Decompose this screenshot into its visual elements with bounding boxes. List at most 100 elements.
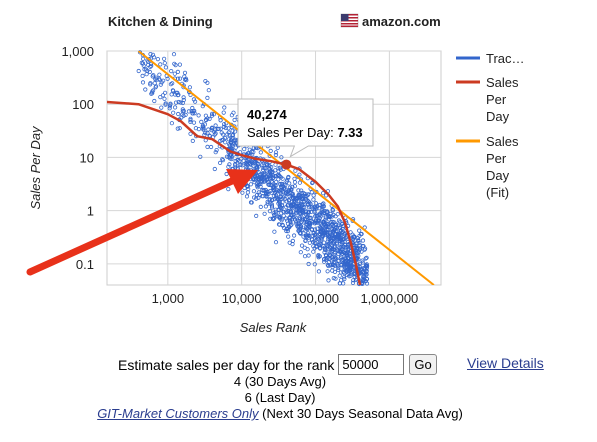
scatter-point [268, 216, 273, 221]
scatter-point [338, 237, 343, 242]
scatter-point [220, 157, 225, 162]
scatter-point [227, 162, 232, 167]
scatter-point [260, 171, 265, 177]
scatter-point [226, 126, 231, 131]
highlighted-point [281, 159, 292, 170]
scatter-point [321, 259, 327, 264]
scatter-point [331, 275, 336, 281]
scatter-point [290, 184, 295, 189]
marketplace-label: amazon.com [362, 14, 441, 29]
scatter-point [261, 187, 266, 193]
scatter-point [364, 263, 370, 269]
scatter-point [271, 193, 276, 198]
scatter-point [364, 281, 370, 286]
view-details-link[interactable]: View Details [467, 355, 544, 371]
rank-input[interactable] [338, 354, 405, 375]
scatter-point [357, 228, 362, 233]
scatter-point [252, 177, 257, 182]
seasonal-line: GIT-Market Customers Only (Next 30 Days … [0, 406, 560, 421]
scatter-point [337, 231, 342, 236]
scatter-point [307, 240, 312, 245]
scatter-point [312, 246, 317, 251]
scatter-point [322, 210, 327, 215]
scatter-point [298, 230, 303, 235]
scatter-point [264, 177, 270, 182]
scatter-point [271, 185, 276, 190]
scatter-point [316, 255, 321, 260]
scatter-point [150, 74, 155, 79]
scatter-point [282, 181, 287, 186]
scatter-point [310, 180, 315, 186]
scatter-point [220, 158, 226, 163]
scatter-point [140, 73, 145, 79]
scatter-point [342, 267, 347, 272]
scatter-point [292, 217, 297, 222]
x-axis-title: Sales Rank [240, 320, 308, 335]
scatter-point [176, 111, 181, 117]
scatter-point [287, 215, 293, 221]
scatter-point [226, 130, 231, 135]
scatter-point [316, 218, 321, 223]
scatter-point [347, 253, 352, 258]
scatter-point [244, 194, 250, 199]
scatter-point [322, 208, 327, 214]
scatter-point [261, 165, 266, 171]
scatter-point [299, 219, 304, 224]
scatter-point [297, 180, 302, 185]
scatter-point [348, 265, 353, 271]
scatter-point [241, 158, 246, 163]
scatter-point [338, 278, 344, 283]
scatter-point [302, 254, 308, 259]
scatter-point [350, 280, 356, 285]
scatter-point [345, 251, 350, 256]
scatter-point [226, 164, 231, 169]
scatter-point [299, 188, 304, 193]
scatter-point [173, 62, 178, 68]
git-market-link[interactable]: GIT-Market Customers Only [97, 406, 259, 421]
scatter-point [285, 190, 290, 195]
scatter-point [278, 194, 283, 199]
scatter-point [335, 247, 340, 252]
scatter-point [332, 245, 337, 250]
scatter-point [291, 233, 297, 238]
scatter-point [339, 242, 344, 247]
scatter-point [338, 250, 344, 255]
scatter-point [321, 201, 326, 206]
scatter-point [351, 237, 356, 242]
scatter-point [258, 204, 263, 209]
scatter-point [325, 221, 330, 226]
scatter-point [331, 224, 336, 229]
legend-sales: Sales Per Day [486, 75, 519, 124]
x-tick-label: 1,000 [152, 291, 185, 306]
tooltip-value: 7.33 [337, 125, 362, 140]
scatter-point [351, 278, 356, 283]
scatter-point [154, 75, 159, 80]
go-button[interactable]: Go [409, 354, 437, 375]
scatter-point [357, 264, 362, 269]
chart-grid [106, 50, 442, 286]
scatter-point [280, 203, 285, 208]
scatter-point [172, 71, 177, 76]
scatter-point [339, 262, 344, 268]
scatter-point [311, 197, 316, 202]
scatter-point [327, 253, 333, 258]
scatter-point [328, 230, 333, 235]
scatter-point [286, 203, 291, 208]
scatter-point [330, 248, 335, 253]
scatter-point [360, 258, 365, 263]
scatter-point [162, 60, 167, 66]
scatter-point [256, 164, 261, 169]
scatter-point [312, 262, 317, 267]
scatter-point [152, 98, 157, 104]
scatter-point [163, 90, 168, 95]
scatter-point [361, 265, 367, 271]
scatter-point [319, 205, 324, 210]
scatter-point [160, 93, 166, 98]
scatter-point [329, 220, 334, 225]
scatter-point [222, 136, 228, 141]
scatter-point [158, 62, 163, 67]
scatter-point [186, 109, 191, 114]
scatter-point [207, 133, 212, 138]
scatter-point [364, 255, 369, 260]
scatter-point [343, 246, 349, 251]
